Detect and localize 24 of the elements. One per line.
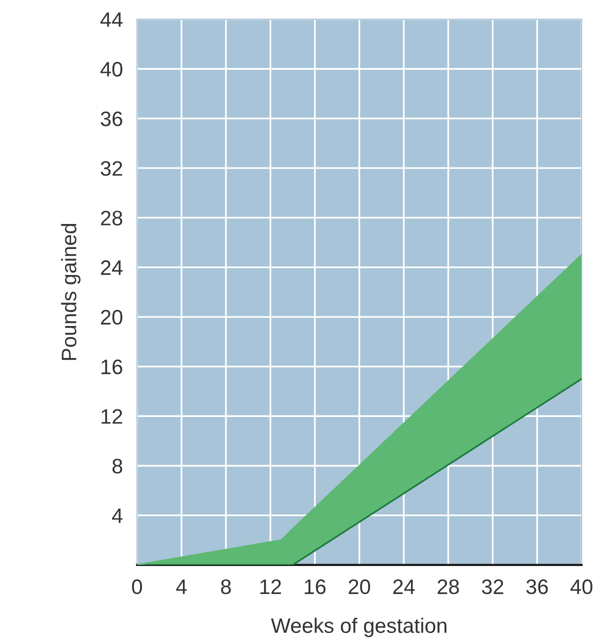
x-tick-label: 32 — [482, 579, 504, 594]
x-tick-label: 36 — [526, 579, 548, 594]
y-tick-label: 8 — [112, 458, 122, 474]
x-axis-title: Weeks of gestation — [271, 618, 446, 638]
x-tick-label: 40 — [570, 579, 592, 594]
y-tick-label: 32 — [100, 161, 122, 176]
y-tick-label: 28 — [101, 210, 122, 226]
x-tick-label: 4 — [176, 580, 187, 594]
x-tick-label: 8 — [221, 579, 231, 594]
x-tick-label: 24 — [393, 579, 415, 594]
y-tick-label: 24 — [101, 260, 123, 275]
x-tick-label: 12 — [260, 579, 281, 594]
y-tick-label: 20 — [101, 310, 122, 325]
x-tick-label: 20 — [348, 579, 370, 594]
x-tick-label: 16 — [304, 579, 326, 594]
y-tick-label: 40 — [100, 62, 122, 77]
y-tick-label: 4 — [112, 508, 123, 523]
x-tick-label: 28 — [438, 579, 459, 594]
y-axis-title: Pounds gained — [61, 224, 81, 360]
y-tick-label: 16 — [102, 360, 122, 374]
y-tick-label: 44 — [100, 12, 123, 27]
y-tick-label: 36 — [100, 111, 122, 126]
y-tick-label: 12 — [102, 409, 122, 424]
x-tick-label: 0 — [132, 579, 142, 594]
